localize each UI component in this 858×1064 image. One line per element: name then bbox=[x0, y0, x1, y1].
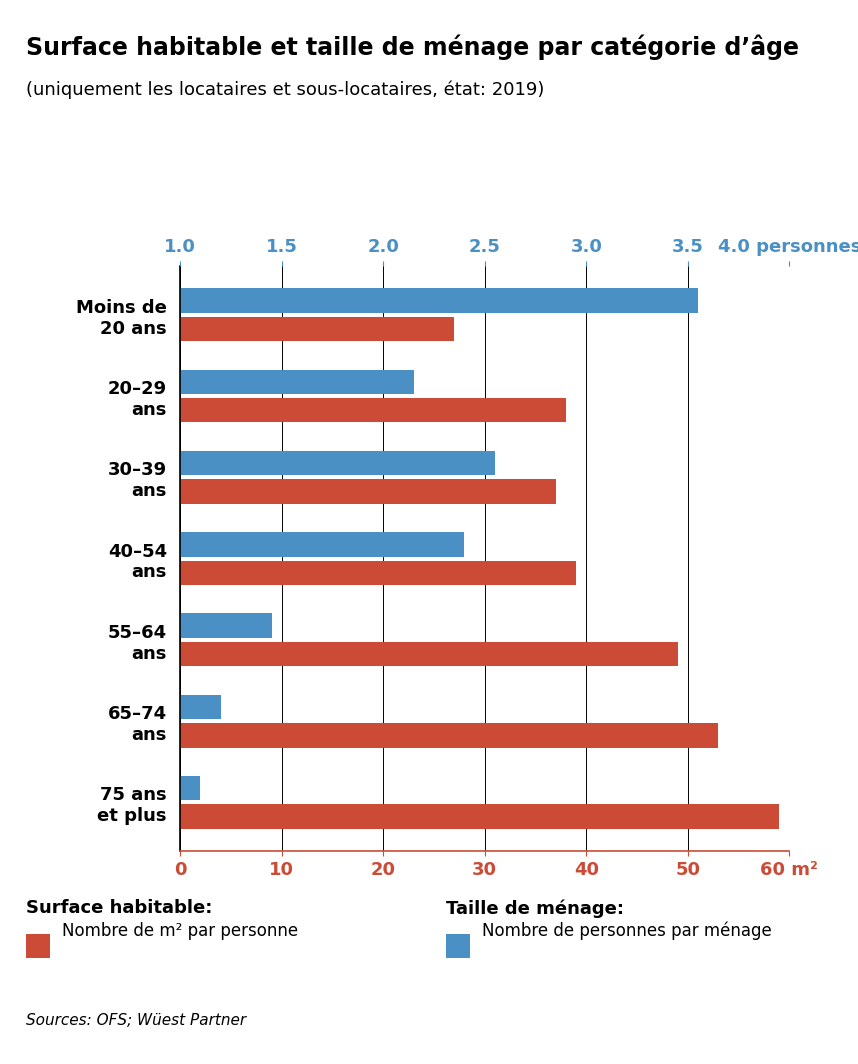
Text: Nombre de m² par personne: Nombre de m² par personne bbox=[62, 922, 298, 940]
Bar bbox=[180, 532, 464, 556]
Text: Surface habitable et taille de ménage par catégorie d’âge: Surface habitable et taille de ménage pa… bbox=[26, 34, 799, 60]
Text: Surface habitable:: Surface habitable: bbox=[26, 899, 212, 917]
Text: Sources: OFS; Wüest Partner: Sources: OFS; Wüest Partner bbox=[26, 1013, 246, 1028]
Bar bbox=[180, 288, 698, 313]
Bar bbox=[180, 561, 576, 585]
Bar bbox=[180, 369, 414, 394]
Bar bbox=[180, 804, 779, 829]
Bar bbox=[180, 480, 556, 503]
Bar bbox=[180, 724, 718, 748]
Bar bbox=[180, 398, 566, 422]
Text: (uniquement les locataires et sous-locataires, état: 2019): (uniquement les locataires et sous-locat… bbox=[26, 81, 544, 99]
Bar bbox=[180, 451, 495, 476]
Bar bbox=[180, 695, 221, 719]
Text: Nombre de personnes par ménage: Nombre de personnes par ménage bbox=[482, 921, 772, 941]
Bar bbox=[180, 642, 678, 666]
Bar bbox=[180, 614, 271, 637]
Bar bbox=[180, 317, 454, 342]
Bar bbox=[180, 776, 201, 800]
Text: Taille de ménage:: Taille de ménage: bbox=[446, 899, 624, 917]
